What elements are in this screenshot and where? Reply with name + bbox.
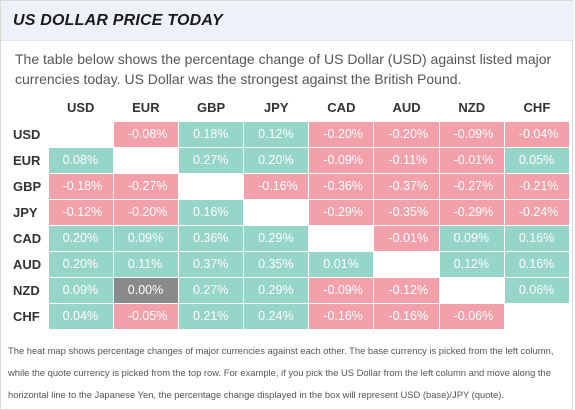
heatmap-cell: -0.35% xyxy=(373,198,440,226)
heatmap-cell: 0.00% xyxy=(112,276,179,304)
table-row: NZD 0.09% 0.00% 0.27% 0.29% -0.09% -0.12% 0.06% xyxy=(4,276,571,304)
heatmap-cell: -0.16% xyxy=(373,302,440,330)
heatmap-cell-empty xyxy=(112,146,179,174)
column-header-usd: USD xyxy=(66,100,95,116)
heatmap-cell: 0.04% xyxy=(47,302,114,330)
table-row: CAD 0.20% 0.09% 0.36% 0.29% -0.01% 0.09% 0.16% xyxy=(4,224,571,252)
row-header-gbp: GBP xyxy=(13,178,42,194)
heatmap-cell-empty xyxy=(503,302,571,330)
column-header-gbp: GBP xyxy=(196,100,226,116)
row-header-usd: USD xyxy=(13,126,41,142)
row-header-eur: EUR xyxy=(13,152,41,168)
heatmap-cell: 0.12% xyxy=(243,120,310,148)
heatmap-cell: 0.16% xyxy=(503,224,571,252)
heatmap-cell: 0.06% xyxy=(503,276,571,304)
column-header-eur: EUR xyxy=(132,100,160,116)
heatmap-cell: 0.29% xyxy=(243,224,310,252)
heatmap-cell: -0.01% xyxy=(438,146,505,174)
heatmap-cell: 0.21% xyxy=(177,302,245,330)
heatmap-cell: -0.16% xyxy=(308,302,375,330)
heatmap-cell: 0.37% xyxy=(177,250,245,278)
column-header-nzd: NZD xyxy=(458,100,486,116)
heatmap-cell-empty xyxy=(177,172,245,200)
table-row: AUD 0.20% 0.11% 0.37% 0.35% 0.01% 0.12% 0.16% xyxy=(4,250,571,278)
heatmap-cell-empty xyxy=(47,120,114,148)
currency-heatmap: USD EUR GBP JPY CAD AUD NZD CHF USD -0.08% 0.18% 0… xyxy=(4,95,571,330)
heatmap-cell: -0.06% xyxy=(438,302,505,330)
heatmap-cell: 0.27% xyxy=(177,276,245,304)
heatmap-cell: -0.27% xyxy=(438,172,505,200)
heatmap-cell: -0.16% xyxy=(243,172,310,200)
heatmap-cell: -0.09% xyxy=(308,146,375,174)
heatmap-cell: -0.01% xyxy=(373,224,440,252)
panel-title: US DOLLAR PRICE TODAY xyxy=(13,12,223,29)
heatmap-cell: 0.09% xyxy=(47,276,114,304)
heatmap-cell: -0.11% xyxy=(373,146,440,174)
heatmap-cell: -0.09% xyxy=(308,276,375,304)
heatmap-cell: 0.36% xyxy=(177,224,245,252)
heatmap-cell: 0.18% xyxy=(177,120,245,148)
heatmap-cell: -0.12% xyxy=(47,198,114,226)
heatmap-cell: -0.20% xyxy=(373,120,440,148)
heatmap-cell: -0.20% xyxy=(308,120,375,148)
heatmap-cell: 0.08% xyxy=(47,146,114,174)
heatmap-cell-empty xyxy=(438,276,505,304)
column-header-chf: CHF xyxy=(523,100,551,116)
heatmap-cell: 0.29% xyxy=(243,276,310,304)
column-header-aud: AUD xyxy=(392,100,421,116)
heatmap-cell: -0.18% xyxy=(47,172,114,200)
heatmap-footnote: The heat map shows percentage changes of… xyxy=(8,345,554,400)
table-row: EUR 0.08% 0.27% 0.20% -0.09% -0.11% -0.01% 0.05… xyxy=(4,146,571,174)
column-header-jpy: JPY xyxy=(263,100,289,116)
heatmap-cell: 0.01% xyxy=(308,250,375,278)
heatmap-cell: -0.29% xyxy=(438,198,505,226)
row-header-aud: AUD xyxy=(13,256,42,272)
table-row: JPY -0.12% -0.20% 0.16% -0.29% -0.35% -0.29% -0… xyxy=(4,198,571,226)
heatmap-cell-empty xyxy=(373,250,440,278)
heatmap-cell: 0.20% xyxy=(243,146,310,174)
heatmap-cell: 0.05% xyxy=(503,146,571,174)
heatmap-body: USD -0.08% 0.18% 0.12% -0.20% -0.20% -0.09% -0.… xyxy=(4,120,571,330)
heatmap-cell: -0.29% xyxy=(308,198,375,226)
panel-header: US DOLLAR PRICE TODAY xyxy=(1,1,574,41)
heatmap-cell: -0.05% xyxy=(112,302,179,330)
heatmap-cell: -0.27% xyxy=(112,172,179,200)
heatmap-corner xyxy=(4,95,48,121)
table-row: GBP -0.18% -0.27% -0.16% -0.36% -0.37% -0.27% -… xyxy=(4,172,571,200)
heatmap-cell-empty xyxy=(243,198,310,226)
heatmap-cell: 0.09% xyxy=(112,224,179,252)
heatmap-cell: 0.27% xyxy=(177,146,245,174)
row-header-jpy: JPY xyxy=(13,204,38,220)
heatmap-cell: -0.21% xyxy=(503,172,571,200)
heatmap-cell: 0.20% xyxy=(47,224,114,252)
intro-text: The table below shows the percentage cha… xyxy=(15,51,552,87)
heatmap-cell: -0.24% xyxy=(503,198,571,226)
heatmap-cell: 0.16% xyxy=(503,250,571,278)
heatmap-cell: -0.09% xyxy=(438,120,505,148)
heatmap-cell: -0.08% xyxy=(112,120,179,148)
heatmap-cell: 0.24% xyxy=(243,302,310,330)
heatmap-cell-empty xyxy=(308,224,375,252)
heatmap-cell: -0.12% xyxy=(373,276,440,304)
row-header-cad: CAD xyxy=(13,230,42,246)
heatmap-cell: 0.16% xyxy=(177,198,245,226)
row-header-chf: CHF xyxy=(13,308,40,324)
row-header-nzd: NZD xyxy=(13,282,40,298)
heatmap-cell: -0.37% xyxy=(373,172,440,200)
heatmap-cell: 0.11% xyxy=(112,250,179,278)
heatmap-cell: 0.12% xyxy=(438,250,505,278)
heatmap-cell: -0.36% xyxy=(308,172,375,200)
heatmap-cell: -0.04% xyxy=(503,120,571,148)
heatmap-cell: 0.20% xyxy=(47,250,114,278)
heatmap-cell: 0.35% xyxy=(243,250,310,278)
table-row: CHF 0.04% -0.05% 0.21% 0.24% -0.16% -0.16% -0.0… xyxy=(4,302,571,330)
column-header-cad: CAD xyxy=(327,100,356,116)
heatmap-header-row: USD EUR GBP JPY CAD AUD NZD CHF xyxy=(4,95,570,121)
heatmap-cell: 0.09% xyxy=(438,224,505,252)
table-row: USD -0.08% 0.18% 0.12% -0.20% -0.20% -0.09% -0.… xyxy=(4,120,571,148)
heatmap-cell: -0.20% xyxy=(112,198,179,226)
